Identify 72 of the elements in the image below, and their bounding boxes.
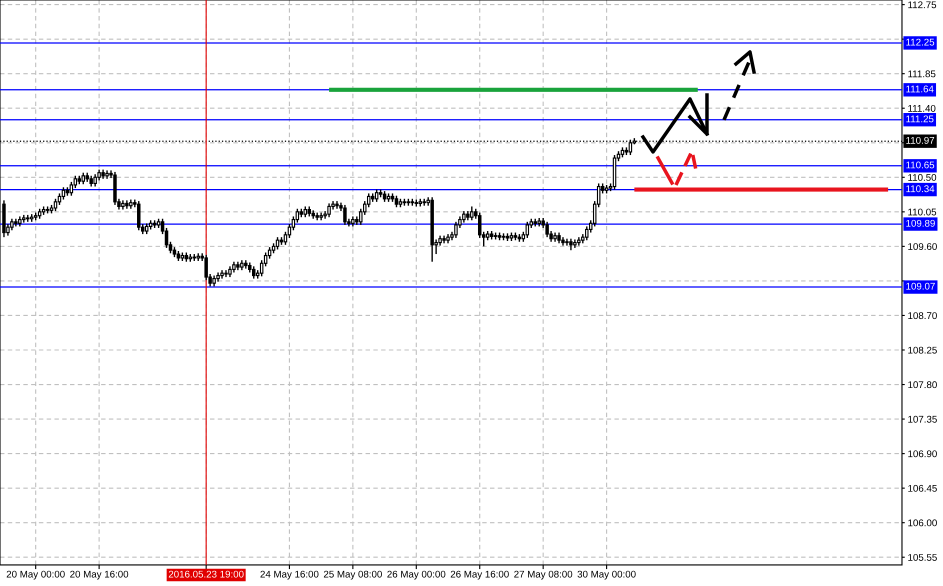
x-tick-label: 24 May 16:00: [260, 570, 319, 580]
ref-line-label: 110.34: [906, 185, 934, 192]
candlestick: [382, 190, 386, 203]
ref-line-label: 111.25: [906, 115, 934, 122]
text: 106.00: [908, 519, 937, 526]
text: 108.70: [908, 312, 937, 320]
candlestick: [156, 218, 160, 229]
candlestick: [374, 188, 378, 203]
x-tick-label: 27 May 08:00: [514, 570, 572, 580]
text: 107.80: [908, 381, 937, 388]
ref-line-label: 110.65: [906, 162, 934, 168]
candlestick: [148, 220, 152, 230]
text: 106.90: [908, 450, 937, 458]
candlestick: [172, 246, 176, 258]
candlestick: [216, 272, 220, 282]
ref-line-label: 109.89: [906, 220, 935, 227]
candlestick: [121, 200, 125, 210]
candlestick: [557, 232, 561, 244]
ref-line-label: 110.97: [906, 136, 934, 144]
candlestick: [343, 204, 347, 226]
candlestick: [620, 146, 624, 158]
candlestick: [308, 206, 311, 218]
candlestick: [85, 172, 89, 183]
candlestick: [184, 252, 188, 262]
text: 109.60: [908, 243, 937, 250]
candlestick: [240, 260, 244, 271]
candlestick: [232, 261, 236, 274]
candlestick: [526, 221, 530, 239]
candlestick: [137, 200, 141, 231]
text: 111.40: [908, 104, 936, 112]
candlestick: [89, 175, 93, 188]
candlestick: [628, 138, 632, 156]
text: 112.75: [908, 1, 936, 8]
x-tick-label: 2016.05.23 19:00: [168, 570, 244, 578]
candlestick: [38, 208, 42, 220]
text: 105.55: [908, 554, 937, 561]
x-tick-label: 26 May 00:00: [387, 570, 446, 580]
candlestick: [93, 174, 97, 188]
candlestick: [446, 233, 450, 244]
candlestick: [252, 266, 256, 280]
candlestick: [18, 216, 22, 228]
ref-line-label: 111.64: [906, 86, 934, 92]
candlestick: [470, 206, 474, 221]
text: 107.35: [908, 416, 937, 423]
candlestick: [144, 222, 148, 235]
candlestick: [212, 274, 216, 287]
candlestick: [176, 250, 180, 262]
x-tick-label: 20 May 00:00: [6, 570, 65, 580]
candlestick: [327, 202, 331, 218]
candlestick: [82, 172, 86, 185]
candlestick: [276, 236, 280, 250]
ref-line-label: 112.25: [906, 38, 934, 46]
text: 110.50: [908, 174, 936, 181]
candlestick: [569, 238, 573, 251]
candlestick: [351, 216, 355, 228]
text: 106.45: [908, 484, 937, 492]
candlestick: [394, 195, 398, 208]
candlestick: [304, 206, 308, 218]
x-tick-label: 25 May 08:00: [324, 570, 382, 580]
text: 108.25: [908, 346, 937, 354]
candlestick: [545, 221, 549, 238]
x-tick-label: 30 May 00:00: [578, 570, 636, 580]
text: 111.85: [908, 70, 936, 78]
ref-line-label: 109.07: [906, 282, 935, 290]
candlestick: [466, 210, 470, 221]
candlestick: [228, 266, 232, 278]
x-tick-label: 20 May 16:00: [70, 570, 128, 580]
candlestick: [129, 198, 133, 210]
candlestick: [553, 232, 557, 242]
x-tick-label: 26 May 16:00: [450, 570, 509, 580]
candlestick: [101, 168, 105, 180]
text: 110.05: [908, 208, 936, 216]
